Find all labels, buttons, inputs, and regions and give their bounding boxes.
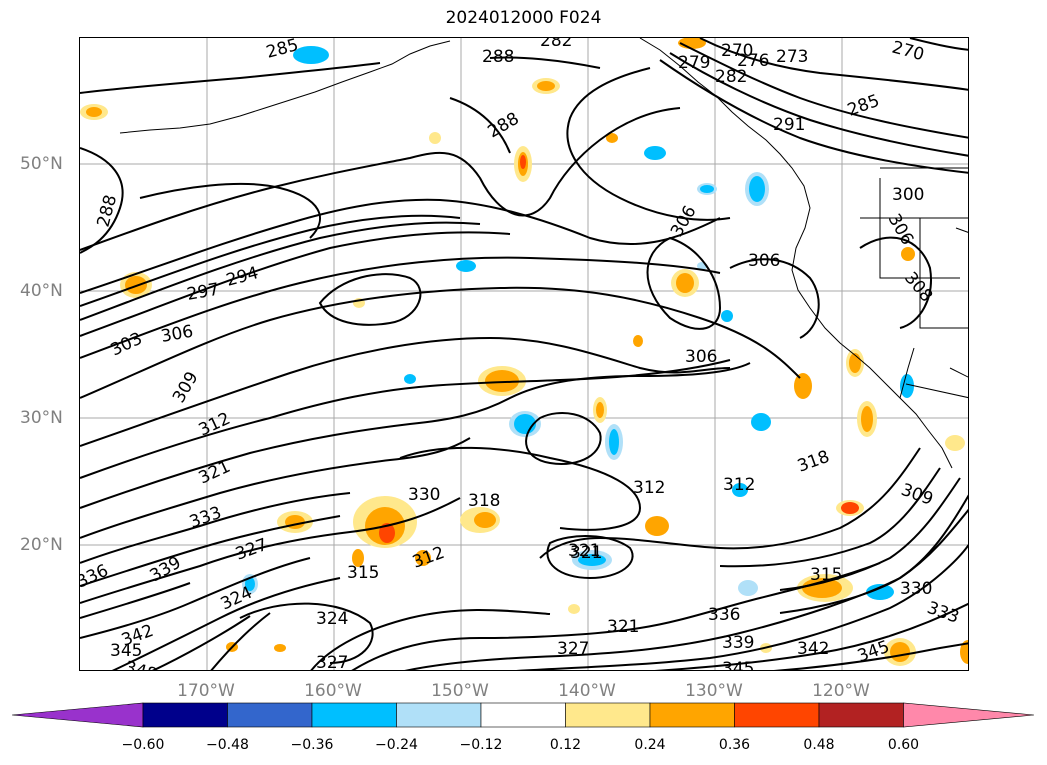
lon-label: 130°W — [685, 681, 743, 701]
colorbar-tick-label: −0.48 — [206, 737, 249, 753]
contour-label: 288 — [482, 47, 514, 67]
contour-label: 306 — [748, 251, 780, 271]
contour-label: 282 — [715, 67, 747, 87]
contour-label: 273 — [776, 47, 808, 67]
contour-label: 303 — [108, 329, 146, 361]
contour-label: 285 — [845, 91, 882, 121]
contour-label: 306 — [685, 347, 717, 367]
colorbar-cell — [565, 702, 651, 728]
contour-label: 288 — [94, 193, 122, 230]
colorbar-cell — [396, 702, 482, 728]
map-title: 2024012000 F024 — [445, 8, 602, 28]
colorbar-tick-label: 0.48 — [803, 737, 835, 753]
lat-label: 40°N — [20, 281, 63, 301]
colorbar — [11, 702, 1035, 728]
colorbar-cell — [818, 702, 904, 728]
contour-label: 333 — [924, 598, 961, 628]
lon-label: 150°W — [431, 681, 489, 701]
colorbar-tick-label: 0.24 — [634, 737, 666, 753]
colorbar-cell — [649, 702, 735, 728]
contour-label: 312 — [410, 543, 447, 573]
contour-label: 333 — [187, 503, 224, 533]
coastlines — [119, 38, 968, 469]
map-panel: 285 282 288 288 270 279 273 276 282 270 … — [79, 37, 969, 671]
colorbar-tick-label: −0.24 — [375, 737, 418, 753]
contours — [80, 38, 968, 670]
lat-label: 50°N — [20, 154, 63, 174]
graticule — [80, 38, 968, 670]
contour-label: 321 — [570, 543, 602, 563]
contour-label: 270 — [890, 38, 927, 65]
colorbar-tick-label: −0.60 — [121, 737, 165, 753]
contour-label: 297 — [185, 280, 220, 305]
contour-label: 288 — [485, 109, 523, 143]
colorbar-tick-label: −0.36 — [290, 737, 334, 753]
contour-label: 336 — [80, 561, 112, 593]
lat-label: 20°N — [20, 535, 63, 555]
contour-label: 276 — [737, 51, 769, 71]
colorbar-tick-label: 0.12 — [549, 737, 582, 753]
contour-label: 321 — [196, 457, 234, 489]
contour-label: 318 — [795, 447, 832, 477]
contour-label: 312 — [723, 475, 755, 495]
contour-labels: 285 282 288 288 270 279 273 276 282 270 … — [80, 38, 962, 671]
contour-label: 300 — [892, 185, 924, 205]
contour-label: 327 — [557, 639, 589, 659]
contour-label: 282 — [540, 38, 572, 51]
contour-label: 312 — [633, 478, 665, 498]
lon-label: 140°W — [558, 681, 616, 701]
contour-label: 279 — [678, 53, 710, 73]
contour-label: 294 — [224, 263, 261, 291]
contour-label: 315 — [347, 563, 379, 583]
contour-label: 339 — [722, 633, 754, 653]
contour-label: 327 — [316, 653, 348, 671]
contour-label: 306 — [159, 322, 194, 347]
colorbar-cell — [480, 702, 566, 728]
colorbar-cell — [142, 702, 228, 728]
contour-label: 321 — [568, 541, 600, 561]
map-canvas: 285 282 288 288 270 279 273 276 282 270 … — [80, 38, 968, 671]
lon-label: 160°W — [304, 681, 362, 701]
colorbar-cell — [311, 702, 397, 728]
contour-label: 345 — [110, 641, 142, 661]
contour-label: 345 — [722, 659, 754, 671]
colorbar-tick-label: −0.12 — [459, 737, 503, 753]
lon-label: 120°W — [812, 681, 870, 701]
contour-label: 342 — [797, 639, 829, 659]
lat-label: 30°N — [20, 408, 63, 428]
contour-label: 291 — [773, 115, 805, 135]
colorbar-tick-label: 0.36 — [718, 737, 751, 753]
contour-label: 345 — [855, 637, 892, 667]
colorbar-extend-high — [903, 702, 1035, 728]
contour-label: 318 — [468, 491, 500, 511]
contour-label: 330 — [408, 485, 440, 505]
contour-label: 324 — [316, 609, 348, 629]
contour-label: 330 — [900, 579, 932, 599]
contour-label: 312 — [196, 409, 234, 441]
contour-label: 306 — [667, 202, 701, 240]
lon-label: 170°W — [177, 681, 235, 701]
contour-label: 315 — [810, 565, 842, 585]
contour-label: 309 — [169, 368, 203, 406]
contour-label: 321 — [607, 617, 639, 637]
colorbar-cell — [227, 702, 313, 728]
contour-label: 270 — [721, 41, 753, 61]
contour-label: 327 — [233, 535, 270, 565]
colorbar-tick-label: 0.60 — [887, 737, 920, 753]
colorbar-cell — [734, 702, 820, 728]
colorbar-extend-low — [11, 702, 144, 728]
contour-label: 336 — [708, 605, 740, 625]
